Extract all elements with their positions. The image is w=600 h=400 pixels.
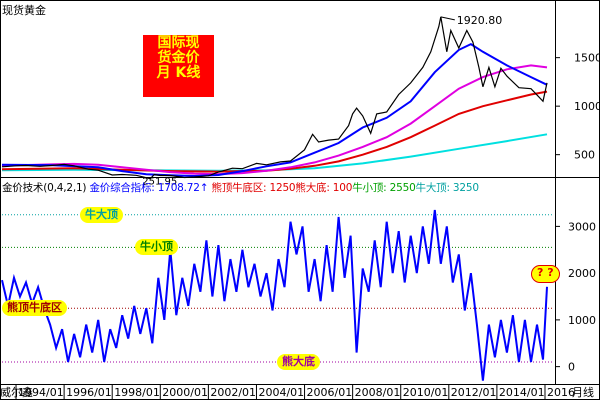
annotation-label-0: 1920.80 bbox=[457, 14, 503, 27]
x-tick-label-1: 1996/01 bbox=[66, 386, 112, 399]
x-tick-label-11: 2016 bbox=[547, 386, 575, 399]
series-line-ma-magenta bbox=[1, 64, 548, 176]
top-y-tick-label-1: 1000 bbox=[574, 100, 600, 113]
x-tick-label-4: 2002/01 bbox=[210, 386, 256, 399]
bottom-y-tick-label-2: 2000 bbox=[568, 267, 596, 280]
x-tick-label-0: 1994/01 bbox=[18, 386, 64, 399]
indicator-name: 金价技术(0,4,2,1) bbox=[2, 182, 87, 194]
x-tick-label-6: 2006/01 bbox=[307, 386, 353, 399]
indicator-small-top-value: 牛小顶: 2550 bbox=[352, 182, 416, 194]
x-tick-label-9: 2012/01 bbox=[451, 386, 497, 399]
label-box-line-1: 国际现 bbox=[157, 35, 200, 51]
series-line-ma-blue bbox=[1, 42, 548, 178]
indicator-big-top-value: 牛大顶: 3250 bbox=[415, 182, 479, 194]
annotation-leader-0 bbox=[440, 16, 455, 21]
x-tick-label-10: 2014/01 bbox=[499, 386, 545, 399]
label-box-line-3: 月 K线 bbox=[156, 65, 201, 81]
source-label: 威尔鑫 bbox=[0, 386, 33, 399]
bear-bottom-badge: 熊大底 bbox=[277, 353, 320, 370]
bear-top-bull-bottom-badge: 熊顶牛底区 bbox=[2, 300, 67, 317]
question-badge: ? ? bbox=[531, 265, 560, 284]
indicator-composite-value: 金价综合指标: 1708.72↑ bbox=[89, 182, 209, 194]
x-tick-label-8: 2010/01 bbox=[403, 386, 449, 399]
chart-label-box: 国际现 货金价 月 K线 bbox=[143, 35, 214, 97]
bottom-y-tick-label-0: 0 bbox=[568, 361, 575, 374]
series-line-ma-red bbox=[1, 90, 548, 173]
x-tick-label-7: 2008/01 bbox=[355, 386, 401, 399]
series-line-composite bbox=[1, 209, 548, 381]
indicator-header: 金价技术(0,4,2,1) 金价综合指标: 1708.72↑ 熊顶牛底区: 12… bbox=[2, 180, 479, 195]
indicator-bear-bottom-value: 熊大底: 100 bbox=[295, 182, 353, 194]
chart-title: 现货黄金 bbox=[2, 4, 46, 17]
period-label: 月线 bbox=[572, 386, 594, 399]
indicator-bear-top-value: 熊顶牛底区: 1250 bbox=[211, 182, 296, 194]
bull-big-top-badge: 牛大顶 bbox=[80, 206, 123, 223]
bull-small-top-badge: 牛小顶 bbox=[135, 239, 178, 256]
top-y-tick-label-0: 500 bbox=[574, 149, 595, 162]
series-line-price bbox=[1, 16, 548, 180]
x-tick-label-5: 2004/01 bbox=[258, 386, 304, 399]
annotation-label-1: 251.95 bbox=[142, 177, 177, 188]
bottom-y-tick-label-1: 1000 bbox=[568, 314, 596, 327]
x-tick-label-2: 1998/01 bbox=[114, 386, 160, 399]
bottom-y-tick-label-3: 3000 bbox=[568, 220, 596, 233]
x-tick-label-3: 2000/01 bbox=[162, 386, 208, 399]
top-y-tick-label-2: 1500 bbox=[574, 52, 600, 65]
label-box-line-2: 货金价 bbox=[157, 50, 200, 66]
